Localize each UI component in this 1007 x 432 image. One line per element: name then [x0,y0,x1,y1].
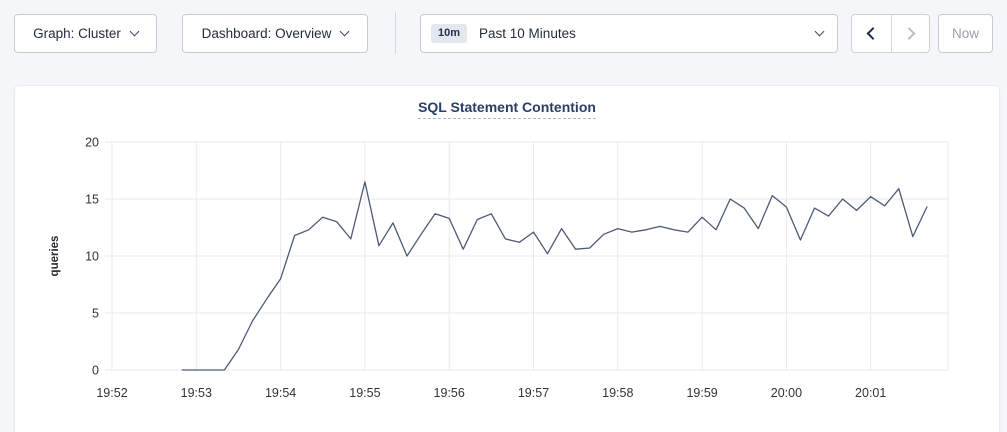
x-tick-label: 19:54 [265,386,296,400]
y-tick-label: 0 [92,364,99,378]
chart-title[interactable]: SQL Statement Contention [418,99,596,119]
x-tick-label: 19:55 [349,386,380,400]
toolbar: Graph: Cluster Dashboard: Overview 10m P… [0,0,1007,70]
x-tick-label: 19:52 [96,386,127,400]
x-tick-label: 19:56 [434,386,465,400]
time-shift-forward-button[interactable] [890,15,930,52]
x-tick-label: 20:00 [771,386,802,400]
x-tick-label: 19:58 [602,386,633,400]
y-axis-label: queries [49,236,61,277]
time-shift-back-button[interactable] [852,15,891,52]
chart-title-row: SQL Statement Contention [15,99,999,122]
y-tick-label: 5 [92,307,99,321]
chevron-down-icon [814,26,825,37]
chevron-down-icon [339,26,350,37]
time-range-label: Past 10 Minutes [479,26,576,41]
x-tick-label: 19:57 [518,386,549,400]
graph-selector-dropdown[interactable]: Graph: Cluster [14,14,157,53]
now-button[interactable]: Now [938,14,993,53]
toolbar-divider [395,12,396,54]
chevron-left-icon [866,27,880,40]
chart-panel: SQL Statement Contention 0 5 10 15 20 19:52 19… [14,85,1000,432]
dashboard-selector-dropdown[interactable]: Dashboard: Overview [182,14,368,53]
x-tick-label: 20:01 [855,386,886,400]
time-shift-button-group [851,14,930,53]
dashboard-selector-label: Dashboard: Overview [201,26,332,41]
y-tick-label: 15 [85,193,99,207]
time-range-badge: 10m [431,24,468,43]
contention-series-line [181,181,928,371]
chevron-right-icon [902,27,916,40]
graph-selector-label: Graph: Cluster [33,26,121,41]
y-tick-label: 20 [85,136,99,150]
x-tick-label: 19:53 [181,386,212,400]
y-tick-label: 10 [85,250,99,264]
x-tick-label: 19:59 [686,386,717,400]
chevron-down-icon [129,26,140,37]
contention-line-chart[interactable]: 0 5 10 15 20 19:52 19:53 19:54 19:55 19:56 19:57 19… [15,122,1001,418]
time-range-dropdown[interactable]: 10m Past 10 Minutes [420,14,838,53]
now-button-label: Now [951,26,979,41]
